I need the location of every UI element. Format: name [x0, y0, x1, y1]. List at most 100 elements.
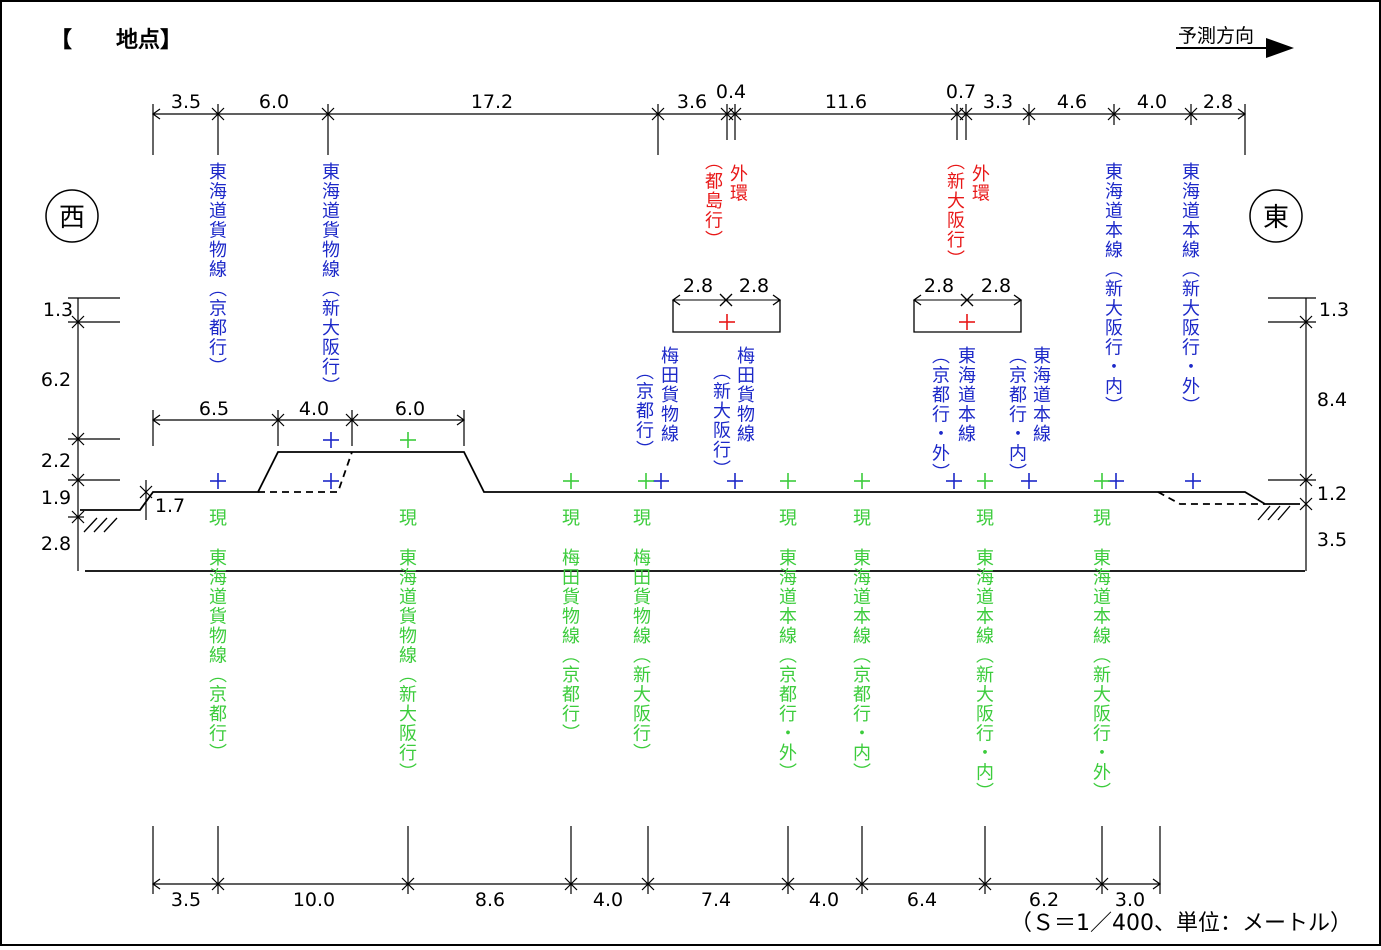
- track-label-green: 東海道本線︵京都行・外︶: [779, 548, 797, 784]
- top-dim-label: 3.3: [983, 91, 1013, 113]
- track-marker-green: [400, 432, 416, 448]
- track-label-green: 梅田貨物線︵新大阪行︶: [633, 548, 651, 764]
- direction-label: 予測方向: [1178, 25, 1254, 47]
- track-label-current: 現: [1093, 508, 1111, 529]
- bottom-dim-label: 4.0: [593, 889, 623, 911]
- right-height-chain: [1268, 297, 1316, 571]
- track-label-blue: 東海道貨物線︵京都行︶: [209, 162, 227, 378]
- receiver-box-right: [912, 293, 1023, 333]
- track-marker-blue: [323, 473, 339, 489]
- receiver-dim-label: 2.8: [924, 275, 954, 297]
- page-title: 【 地点】: [50, 27, 182, 53]
- track-marker-blue: [1021, 473, 1037, 489]
- embankment-dimension-labels: 6.5 4.0 6.0: [199, 398, 425, 420]
- direction-arrow-icon: [1266, 38, 1294, 58]
- track-marker-green: [780, 473, 796, 489]
- top-dim-label: 4.6: [1057, 91, 1087, 113]
- left-height-label: 1.7: [155, 495, 185, 517]
- track-marker-blue: [323, 432, 339, 448]
- track-label-blue: ︵新大阪行︶: [713, 362, 731, 481]
- receiver-dim-label: 2.8: [981, 275, 1011, 297]
- receiver-dim-label: 2.8: [739, 275, 769, 297]
- track-labels: 東海道貨物線︵京都行︶ 東海道貨物線︵新大阪行︶ 東海道本線︵新大阪行・内︶ 東海道本…: [209, 152, 1200, 803]
- bottom-dim-label: 3.5: [171, 889, 201, 911]
- bottom-dim-label: 6.2: [1029, 889, 1059, 911]
- left-height-label: 1.3: [43, 299, 73, 321]
- scale-note: （Ｓ＝1／400、単位：メートル）: [1010, 911, 1352, 936]
- right-height-label: 1.3: [1319, 299, 1349, 321]
- track-label-green: 東海道本線︵新大阪行・内︶: [976, 548, 994, 803]
- track-label-blue: 東海道貨物線︵新大阪行︶: [322, 162, 340, 398]
- top-dimension-labels: 3.5 6.0 17.2 3.6 0.4 11.6 0.7 3.3 4.6 4.…: [171, 81, 1233, 113]
- track-markers: [210, 314, 1201, 489]
- top-dim-label: 17.2: [471, 91, 513, 113]
- left-height-label: 2.2: [41, 450, 71, 472]
- track-label-green: 東海道貨物線︵京都行︶: [209, 548, 227, 764]
- bottom-dim-label: 7.4: [701, 889, 731, 911]
- compass-east: 東: [1249, 189, 1303, 243]
- compass-west: 西: [45, 189, 99, 243]
- track-marker-green: [977, 473, 993, 489]
- track-label-current: 現: [562, 508, 580, 529]
- ground-profile: [80, 451, 1305, 572]
- left-height-chain: [68, 297, 153, 571]
- east-circle-icon: [1249, 189, 1303, 243]
- track-marker-green: [563, 473, 579, 489]
- right-height-label: 3.5: [1317, 529, 1347, 551]
- track-marker-blue: [1185, 473, 1201, 489]
- receiver-dimension-labels: 2.8 2.8 2.8 2.8: [683, 275, 1011, 297]
- track-label-green: 梅田貨物線︵京都行︶: [562, 548, 580, 745]
- west-label: 西: [59, 203, 85, 233]
- track-label-red: 外環: [972, 164, 990, 205]
- bottom-dim-label: 4.0: [809, 889, 839, 911]
- track-label-red: 外環: [730, 164, 748, 205]
- track-label-blue: 東海道本線︵新大阪行・外︶: [1182, 162, 1200, 417]
- track-label-green: 東海道本線︵新大阪行・外︶: [1093, 548, 1111, 803]
- track-label-blue: ︵京都行︶: [636, 362, 654, 461]
- track-label-current: 現: [399, 508, 417, 529]
- left-height-label: 6.2: [41, 369, 71, 391]
- left-height-label: 2.8: [41, 533, 71, 555]
- top-dim-label: 6.0: [259, 91, 289, 113]
- track-marker-blue: [727, 473, 743, 489]
- bottom-dim-label: 6.4: [907, 889, 937, 911]
- top-dim-label: 11.6: [825, 91, 867, 113]
- track-marker-blue: [1108, 473, 1124, 489]
- track-label-green: 東海道本線︵京都行・内︶: [853, 548, 871, 784]
- embankment-dim-label: 6.0: [395, 398, 425, 420]
- top-dim-label: 0.4: [716, 81, 746, 103]
- bottom-dim-label: 8.6: [475, 889, 505, 911]
- bottom-dimension-labels: 3.5 10.0 8.6 4.0 7.4 4.0 6.4 6.2 3.0: [171, 889, 1145, 911]
- receiver-marker-red: [719, 314, 735, 330]
- embankment-dimension-chain: [151, 410, 466, 446]
- track-label-blue: ︵京都行・外︶: [932, 346, 950, 484]
- track-label-current: 現: [779, 508, 797, 529]
- track-label-blue: 梅田貨物線: [737, 346, 755, 445]
- east-label: 東: [1263, 203, 1289, 233]
- track-label-current: 現: [853, 508, 871, 529]
- slope-hatch-right-icon: [1257, 505, 1291, 521]
- slope-hatch-left-icon: [83, 517, 118, 533]
- top-dim-label: 3.5: [171, 91, 201, 113]
- top-dim-label: 3.6: [677, 91, 707, 113]
- right-height-label: 1.2: [1317, 483, 1347, 505]
- top-dimension-chain: [151, 104, 1247, 155]
- track-label-current: 現: [976, 508, 994, 529]
- left-height-labels: 1.3 6.2 2.2 1.9 1.7 2.8: [41, 299, 185, 555]
- track-label-green: 東海道貨物線︵新大阪行︶: [399, 548, 417, 784]
- track-label-blue: 東海道本線: [958, 346, 976, 445]
- embankment-dim-label: 4.0: [299, 398, 329, 420]
- track-label-blue: 東海道本線︵新大阪行・内︶: [1105, 162, 1123, 417]
- bottom-dim-label: 10.0: [293, 889, 335, 911]
- bottom-dimension-chain: [151, 826, 1162, 894]
- embankment-dim-label: 6.5: [199, 398, 229, 420]
- right-height-label: 8.4: [1317, 389, 1347, 411]
- left-height-label: 1.9: [41, 487, 71, 509]
- track-label-blue: 梅田貨物線: [661, 346, 679, 445]
- right-height-labels: 1.3 8.4 1.2 3.5: [1317, 299, 1349, 551]
- receiver-box-left: [671, 293, 782, 333]
- track-label-blue: ︵京都行・内︶: [1009, 346, 1027, 484]
- top-dim-label: 4.0: [1137, 91, 1167, 113]
